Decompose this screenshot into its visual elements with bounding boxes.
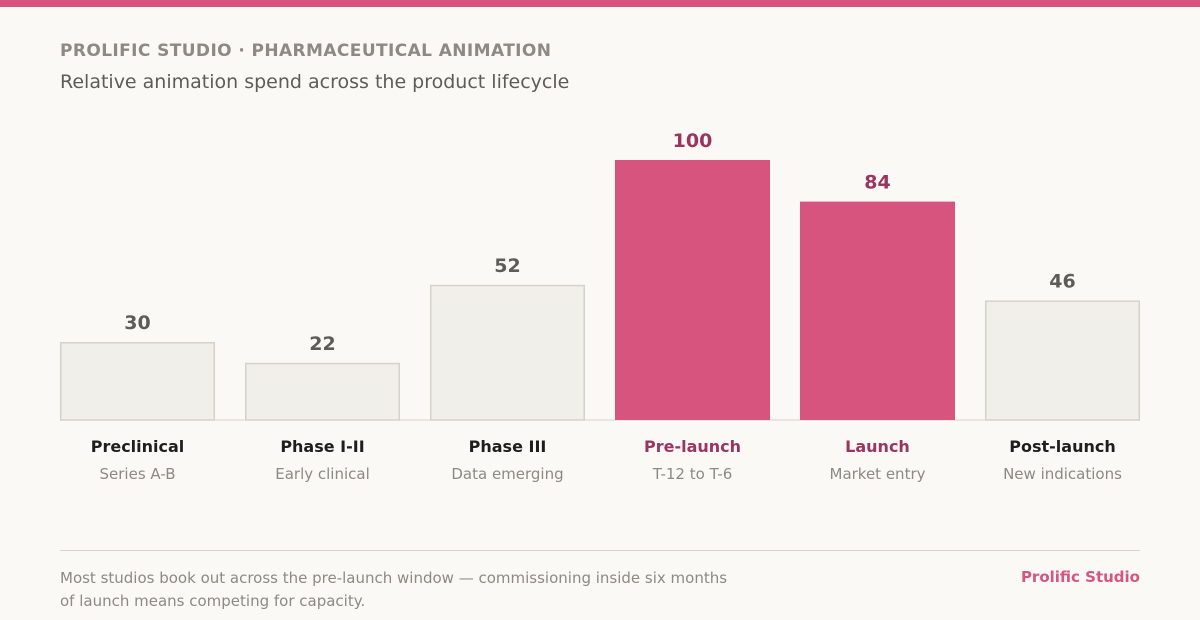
category-label: Launch [845, 437, 910, 456]
bar [800, 201, 955, 420]
bar-chart: 30 Preclinical Series A-B 22 Phase I-II Early… [60, 130, 1140, 483]
footer-divider [60, 550, 1140, 551]
footnote: Most studios book out across the pre-lau… [60, 569, 728, 610]
category-sublabel: T-12 to T-6 [652, 465, 733, 483]
category-sublabel: Series A-B [100, 465, 176, 483]
kicker-heading: PROLIFIC STUDIO · PHARMACEUTICAL ANIMATI… [60, 41, 552, 61]
chart-subtitle: Relative animation spend across the prod… [60, 71, 570, 93]
bar-value-label: 52 [494, 255, 520, 277]
category-sublabel: Data emerging [451, 465, 563, 483]
category-sublabel: Early clinical [275, 465, 370, 483]
category-label: Pre-launch [644, 437, 741, 456]
bar [60, 342, 215, 421]
bar-value-label: 22 [309, 333, 335, 355]
bar-value-label: 46 [1049, 270, 1075, 292]
bar [985, 300, 1140, 421]
bar [430, 284, 585, 421]
category-label: Post-launch [1009, 437, 1115, 456]
category-label: Preclinical [91, 437, 185, 456]
bar [615, 160, 770, 420]
bar-value-label: 100 [673, 130, 713, 152]
category-label: Phase I-II [280, 437, 364, 456]
bar-value-label: 30 [124, 312, 150, 334]
category-sublabel: New indications [1003, 465, 1122, 483]
category-label: Phase III [469, 437, 547, 456]
top-accent-bar [0, 0, 1200, 7]
bar [245, 362, 400, 421]
bar-value-label: 84 [864, 172, 890, 194]
brand-label: Prolific Studio [1020, 568, 1140, 586]
category-sublabel: Market entry [830, 465, 926, 483]
